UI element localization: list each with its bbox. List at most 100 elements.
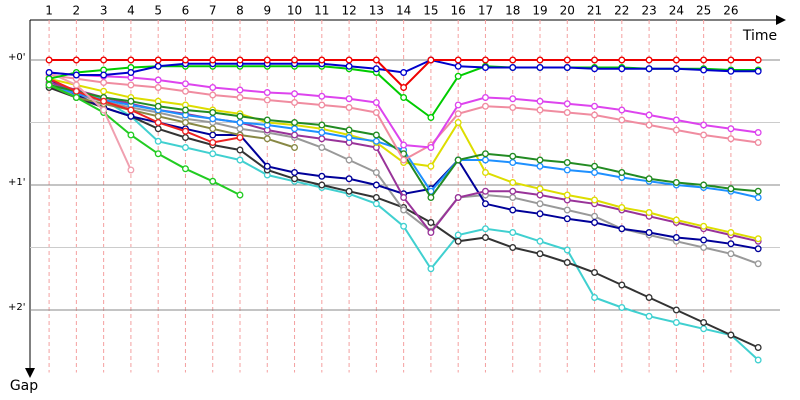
data-point	[509, 56, 517, 64]
data-point	[700, 319, 708, 326]
data-point	[754, 56, 762, 64]
data-point	[182, 87, 189, 95]
data-point	[754, 260, 762, 268]
data-point	[209, 139, 217, 146]
data-point	[700, 181, 708, 189]
data-point	[645, 65, 653, 73]
data-point	[154, 137, 162, 145]
data-point	[727, 331, 735, 339]
data-point	[563, 166, 571, 174]
x-tick-label: 13	[369, 4, 384, 18]
data-point	[536, 162, 544, 170]
data-point	[100, 79, 108, 86]
data-point	[100, 71, 108, 79]
y-tick-label: +0'	[8, 52, 26, 63]
data-point	[618, 304, 626, 311]
data-point	[236, 56, 244, 64]
data-point	[509, 159, 517, 166]
data-point	[727, 135, 735, 143]
data-point	[72, 94, 80, 101]
data-point	[672, 234, 680, 241]
x-tick-label: 14	[396, 4, 411, 18]
data-point	[700, 131, 708, 139]
data-point	[754, 194, 762, 201]
data-point	[563, 191, 571, 199]
data-point	[291, 90, 298, 98]
data-point	[372, 99, 380, 106]
data-point	[345, 104, 353, 111]
data-point	[291, 99, 298, 106]
data-point	[400, 156, 408, 164]
data-point	[236, 86, 244, 94]
data-point	[127, 56, 135, 64]
data-point	[154, 119, 162, 126]
data-point	[563, 56, 571, 64]
data-point	[127, 166, 135, 174]
data-point	[400, 194, 408, 201]
data-point	[509, 179, 517, 186]
data-point	[236, 125, 244, 133]
data-point	[482, 94, 489, 101]
x-tick-label: 6	[182, 4, 190, 18]
data-point	[563, 206, 571, 214]
data-point	[618, 204, 626, 211]
x-tick-label: 16	[451, 4, 466, 18]
data-point	[427, 162, 435, 170]
data-point	[563, 246, 571, 254]
data-point	[509, 187, 517, 195]
data-point	[509, 104, 517, 111]
x-axis-arrow	[776, 15, 786, 25]
data-point	[127, 112, 135, 120]
data-point	[345, 126, 353, 134]
data-point	[400, 222, 408, 230]
data-point	[263, 96, 271, 104]
data-point	[236, 191, 244, 199]
series-line	[48, 84, 295, 149]
data-point	[318, 92, 326, 100]
data-point	[618, 116, 626, 124]
x-tick-label: 11	[314, 4, 329, 18]
data-point	[618, 169, 626, 176]
data-point	[536, 210, 544, 218]
data-point	[209, 150, 217, 158]
data-point	[672, 65, 680, 73]
data-point	[372, 131, 380, 139]
x-tick-label: 25	[696, 4, 711, 18]
x-tick-label: 15	[423, 4, 438, 18]
data-point	[209, 84, 217, 91]
x-tick-label: 12	[341, 4, 356, 18]
data-point	[427, 56, 435, 64]
data-point	[482, 187, 489, 195]
data-point	[182, 144, 189, 151]
data-point	[536, 191, 544, 199]
data-point	[154, 112, 162, 120]
data-point	[618, 65, 626, 73]
data-point	[372, 181, 380, 189]
data-point	[727, 125, 735, 133]
data-point	[45, 81, 53, 89]
data-point	[100, 106, 108, 114]
data-point	[754, 344, 762, 351]
x-tick-label: 18	[505, 4, 520, 18]
data-point	[318, 135, 326, 143]
data-point	[672, 116, 680, 124]
data-point	[482, 234, 489, 241]
data-point	[563, 100, 571, 108]
x-tick-label: 20	[560, 4, 575, 18]
data-point	[318, 101, 326, 109]
data-point	[209, 177, 217, 185]
data-point	[291, 119, 298, 126]
data-point	[100, 87, 108, 95]
data-point	[454, 237, 462, 245]
data-point	[372, 65, 380, 73]
data-point	[591, 65, 598, 73]
data-point	[372, 200, 380, 208]
data-point	[454, 156, 462, 164]
data-point	[263, 116, 271, 124]
data-point	[400, 69, 408, 76]
data-point	[72, 81, 80, 89]
data-point	[236, 94, 244, 101]
data-point	[754, 245, 762, 253]
data-point	[209, 131, 217, 139]
data-point	[482, 200, 489, 208]
